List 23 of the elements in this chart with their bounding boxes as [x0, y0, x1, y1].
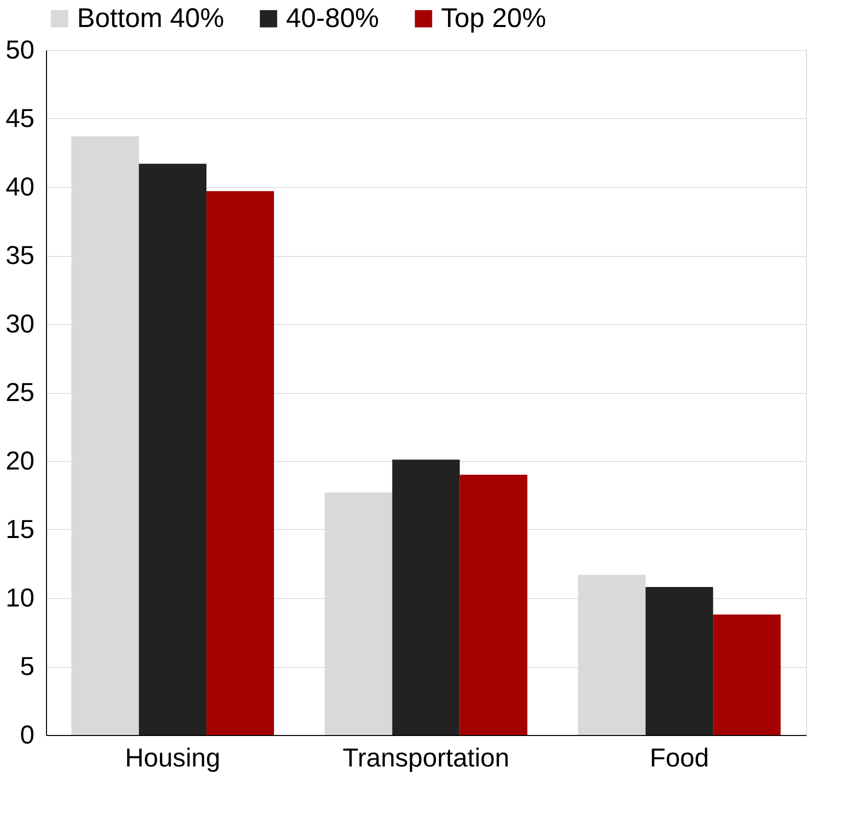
legend-label: Bottom 40% [77, 2, 224, 33]
y-tick-label: 50 [6, 34, 34, 64]
x-tick-label: Housing [124, 742, 220, 772]
legend-label: 40-80% [286, 2, 380, 33]
bar [460, 474, 528, 735]
x-tick-label: Food [650, 742, 709, 772]
y-tick-label: 20 [6, 446, 34, 476]
y-tick-label: 0 [20, 720, 34, 750]
y-tick-label: 45 [6, 103, 34, 133]
bar [713, 614, 781, 735]
x-tick-label: Transportation [342, 742, 510, 772]
y-tick-label: 5 [20, 651, 34, 681]
bar [138, 164, 206, 735]
y-tick-label: 40 [6, 172, 34, 202]
bar [206, 191, 274, 735]
y-tick-label: 25 [6, 377, 34, 407]
bar [646, 587, 714, 735]
y-tick-label: 15 [6, 514, 34, 544]
y-tick-label: 35 [6, 240, 34, 270]
legend-label: Top 20% [441, 2, 546, 33]
bar [392, 460, 460, 735]
y-tick-label: 10 [6, 582, 34, 612]
y-tick-label: 30 [6, 308, 34, 338]
